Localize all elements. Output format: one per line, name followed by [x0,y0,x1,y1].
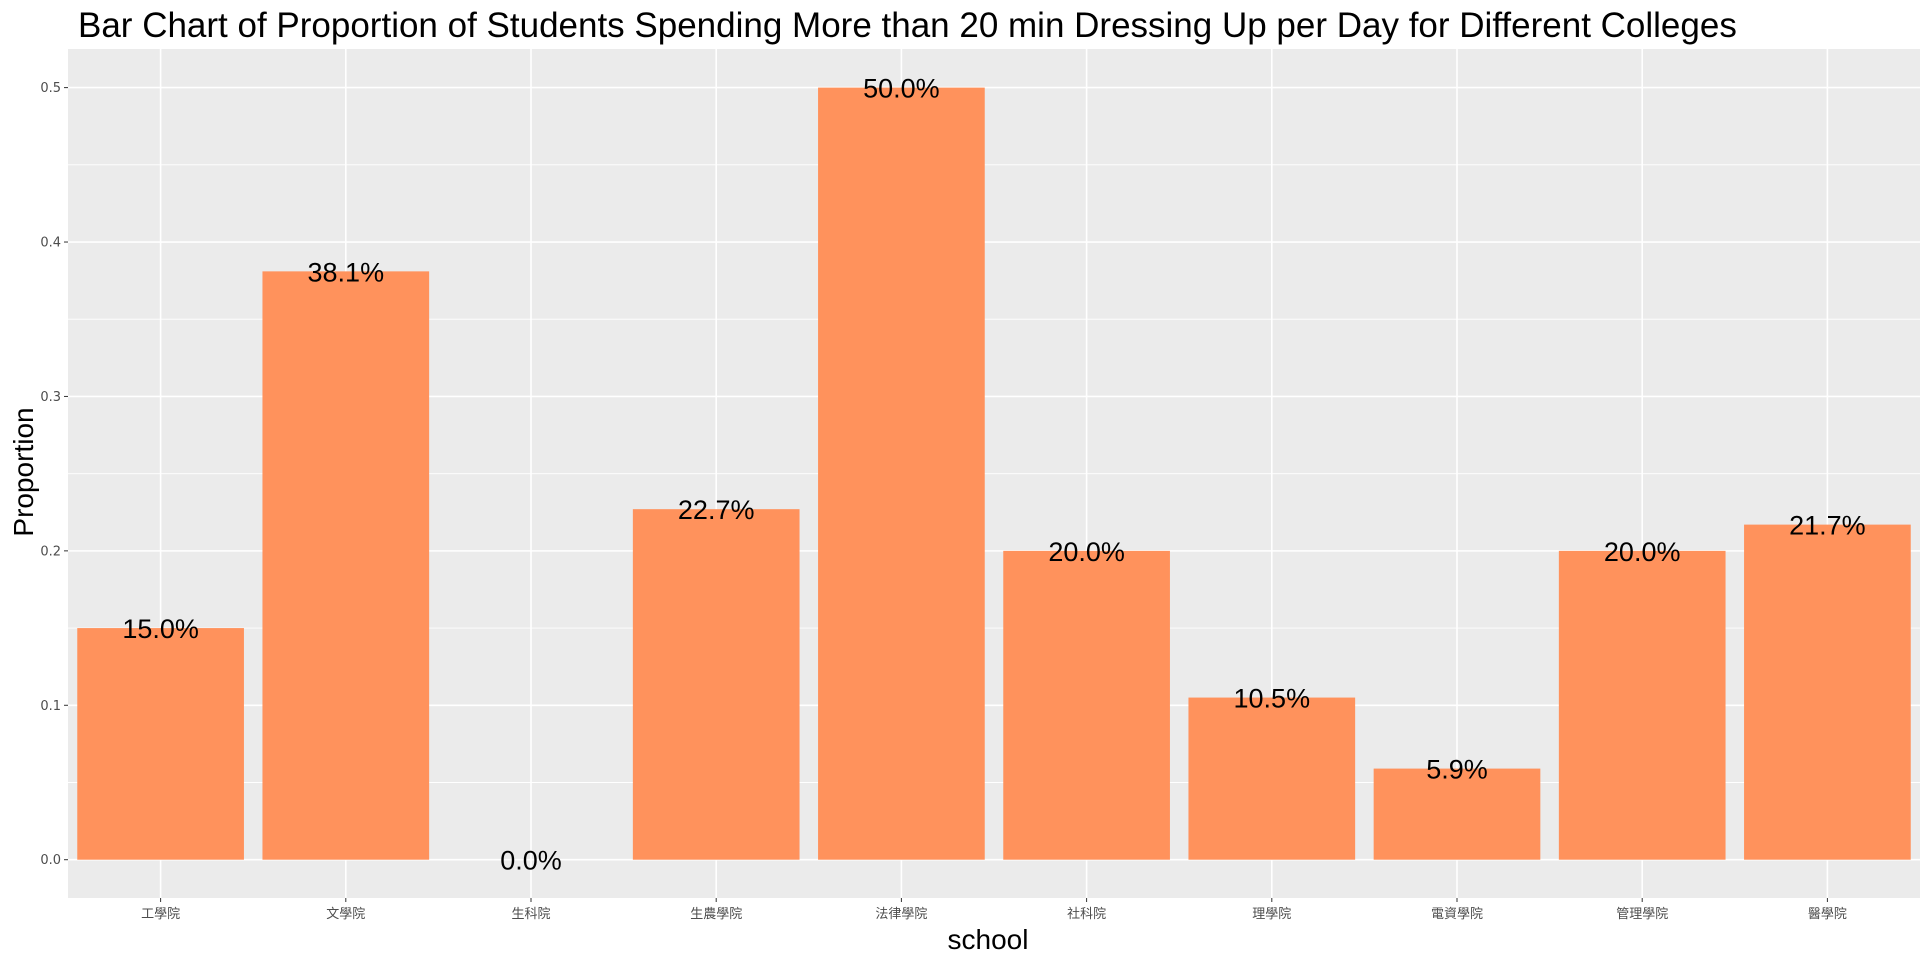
y-axis: 0.0 0.1 0.2 0.3 0.4 0.5 [40,81,68,868]
bar-data-label: 38.1% [308,257,385,287]
bar [262,271,430,860]
bar-data-label: 15.0% [122,614,199,644]
x-tick-label: 生科院 [511,907,550,922]
bar-data-label: 21.7% [1789,511,1866,541]
x-axis: 工學院 文學院 生科院 生農學院 法律學院 社科院 理學院 電資學院 管理學院 醫學院 [141,898,1847,922]
y-tick-label: 0.3 [40,390,61,405]
bar-data-label: 50.0% [863,74,940,104]
bar-data-label: 20.0% [1048,537,1125,567]
chart-title: Bar Chart of Proportion of Students Spen… [78,6,1737,45]
x-tick-label: 管理學院 [1616,907,1668,922]
x-tick-label: 生農學院 [690,907,742,922]
bars [77,87,1911,860]
bar [818,87,985,860]
bar [1373,768,1541,860]
bar-labels: 15.0% 38.1% 0.0% 22.7% 50.0% 20.0% 10.5% 5.9% 20… [122,74,1865,876]
bar-data-label: 5.9% [1426,755,1488,785]
x-axis-title: school [948,924,1029,955]
bar [1003,550,1170,860]
x-tick-label: 文學院 [326,907,365,922]
bar [1188,697,1356,860]
bar [77,628,244,860]
y-tick-label: 0.1 [40,699,61,714]
bar [1558,550,1726,860]
bar-data-label: 10.5% [1234,684,1311,714]
y-tick-label: 0.5 [40,81,61,96]
y-axis-title: Proportion [8,407,39,536]
x-tick-label: 社科院 [1067,906,1106,922]
bar [632,509,800,860]
bar-data-label: 20.0% [1604,537,1681,567]
y-tick-label: 0.2 [40,544,61,559]
bar-data-label: 0.0% [500,846,562,876]
y-tick-label: 0.0 [40,853,61,868]
x-tick-label: 法律學院 [875,907,927,922]
x-tick-label: 醫學院 [1808,907,1847,922]
bar [1744,524,1911,860]
x-tick-label: 電資學院 [1431,907,1483,922]
bar-data-label: 22.7% [678,495,755,525]
x-tick-label: 理學院 [1252,907,1291,922]
x-tick-label: 工學院 [141,907,180,922]
y-tick-label: 0.4 [40,236,61,251]
